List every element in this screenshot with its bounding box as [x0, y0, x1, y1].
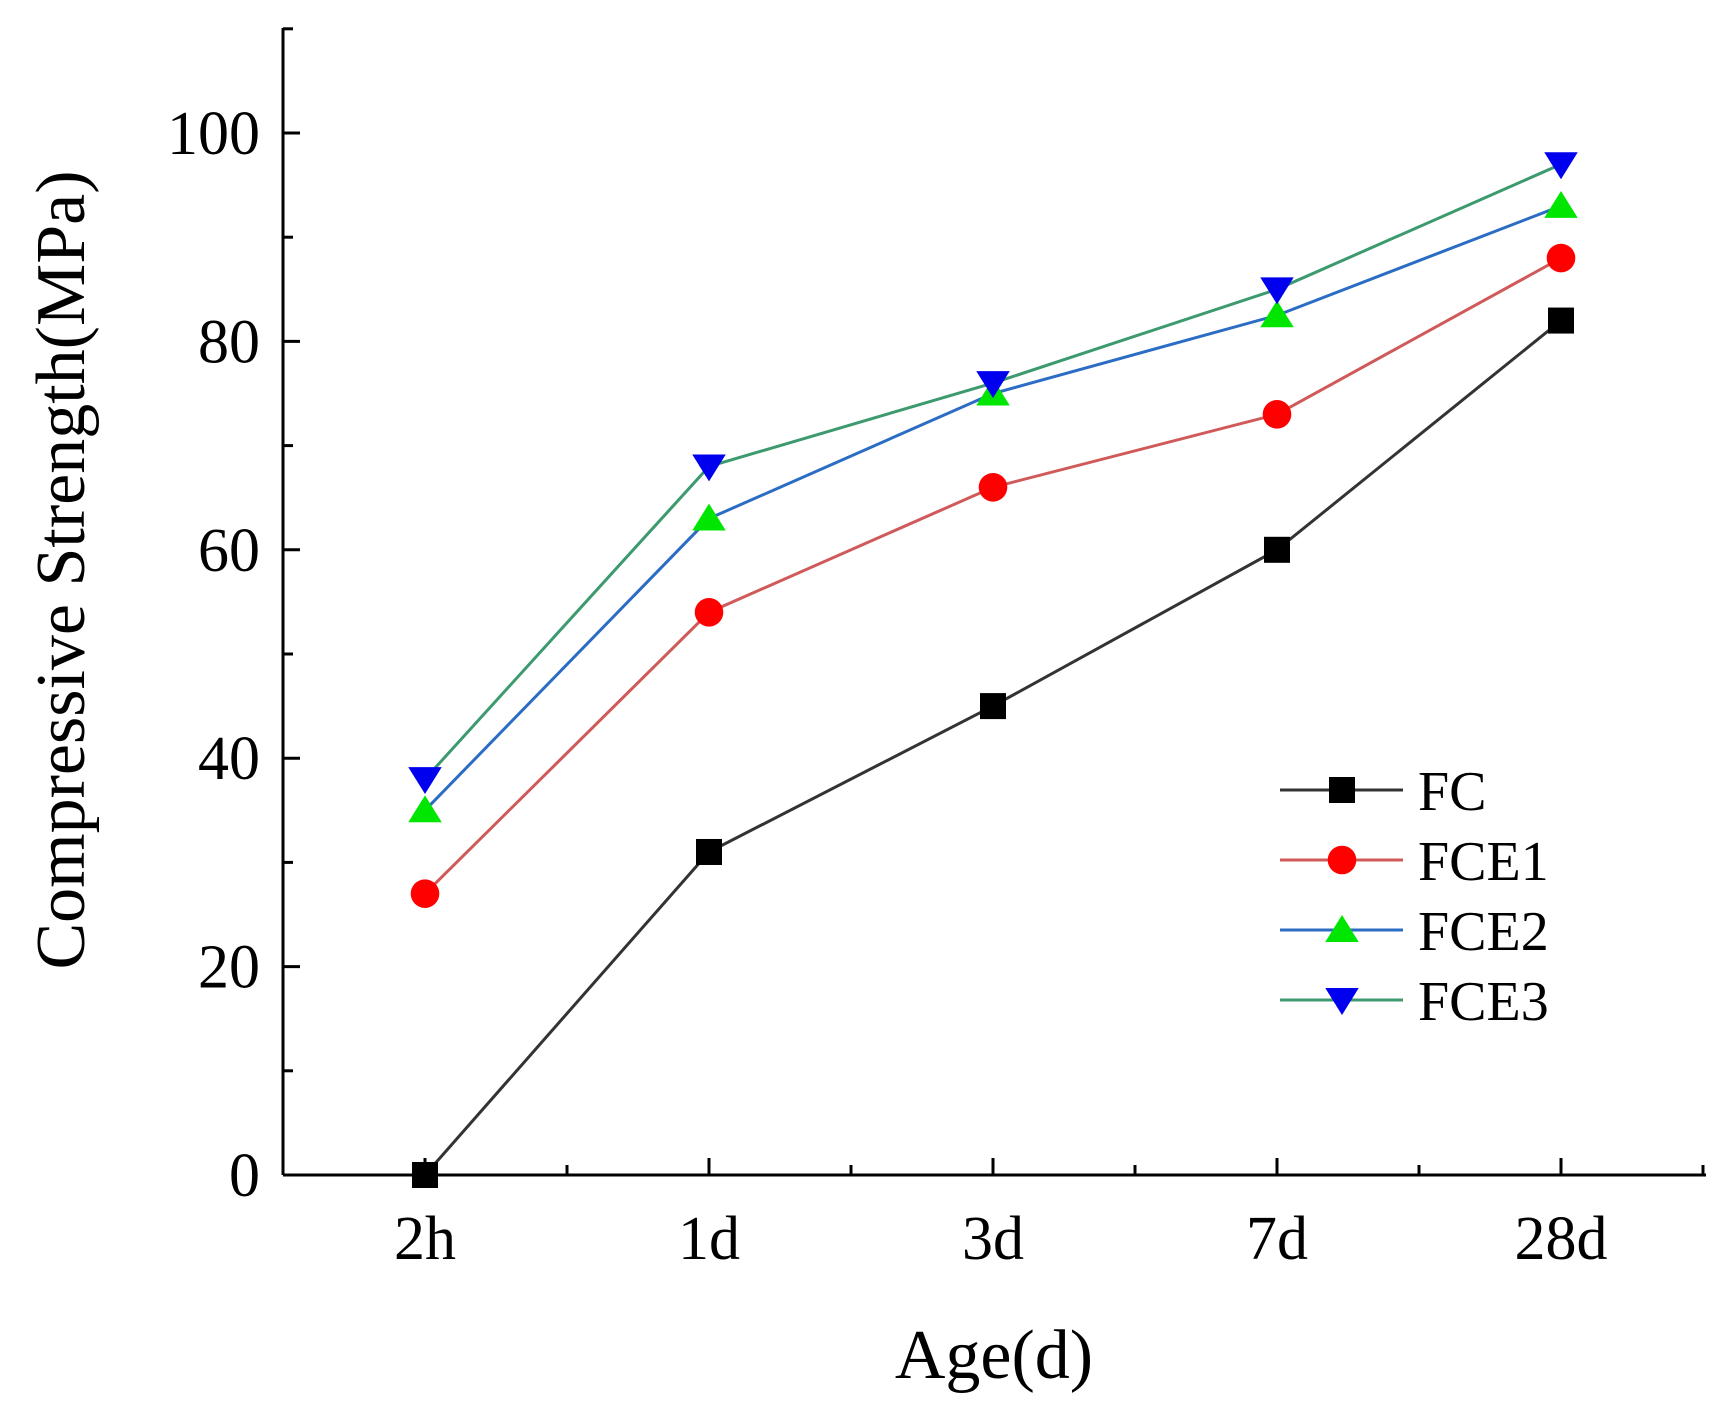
legend: FC FCE1 FCE2 FCE3 [1280, 761, 1549, 1033]
y-tick-label: 80 [198, 308, 260, 376]
series-line-fc [423, 319, 1562, 1176]
series-layer [408, 152, 1578, 1188]
data-point-fce2 [1544, 190, 1578, 218]
data-point-fce3 [692, 454, 726, 482]
legend-marker-fce3 [1325, 988, 1359, 1015]
legend-label: FCE1 [1418, 831, 1549, 893]
series-fce2 [408, 190, 1578, 823]
x-tick-label: 3d [962, 1205, 1024, 1273]
legend-label: FC [1418, 761, 1487, 823]
y-ticks: 0 20 40 60 80 100 [167, 27, 300, 1210]
data-point-fce2 [692, 503, 726, 531]
x-axis-label: Age(d) [895, 1317, 1093, 1394]
series-line-fce2 [423, 204, 1562, 812]
data-point-fce1 [1262, 400, 1292, 429]
legend-item-fc: FC [1280, 761, 1487, 823]
legend-marker-fce1 [1327, 845, 1357, 875]
data-point-fce1 [694, 598, 724, 627]
data-point-fce1 [410, 879, 440, 908]
data-point-fce2 [408, 795, 442, 823]
y-tick-label: 60 [198, 517, 260, 585]
data-point-fce1 [1546, 243, 1576, 273]
legend-item-fce3: FCE3 [1280, 971, 1549, 1033]
series-fc [412, 307, 1574, 1188]
y-tick-label: 0 [229, 1142, 260, 1210]
legend-marker-fc [1329, 777, 1355, 803]
data-point-fce2 [1260, 300, 1294, 328]
y-tick-label: 20 [198, 934, 260, 1002]
y-tick-label: 100 [167, 100, 260, 168]
x-ticks: 2h 1d 3d 7d 28d [394, 1158, 1705, 1273]
data-point-fce3 [1260, 277, 1294, 305]
series-fce1 [410, 243, 1576, 908]
y-axis-label: Compressive Strength(MPa) [23, 170, 100, 969]
legend-label: FCE3 [1418, 971, 1549, 1033]
x-tick-label: 1d [678, 1205, 740, 1273]
legend-marker-fce2 [1325, 915, 1359, 942]
data-point-fce3 [408, 767, 442, 794]
data-point-fce3 [976, 371, 1010, 399]
x-tick-label: 7d [1246, 1205, 1308, 1273]
x-tick-label: 2h [394, 1205, 456, 1273]
legend-label: FCE2 [1418, 901, 1549, 963]
series-fce3 [408, 152, 1578, 794]
legend-item-fce1: FCE1 [1280, 831, 1549, 893]
series-line-fce1 [423, 256, 1562, 895]
data-point-fce1 [978, 472, 1008, 502]
x-tick-label: 28d [1515, 1205, 1608, 1273]
data-point-fc [412, 1162, 438, 1188]
series-line-fce3 [423, 162, 1562, 781]
data-point-fc [980, 693, 1006, 720]
data-point-fc [1264, 536, 1290, 563]
data-point-fc [1548, 307, 1574, 334]
legend-item-fce2: FCE2 [1280, 901, 1549, 963]
data-point-fce3 [1544, 152, 1578, 180]
y-tick-label: 40 [198, 725, 260, 793]
data-point-fc [696, 838, 722, 865]
